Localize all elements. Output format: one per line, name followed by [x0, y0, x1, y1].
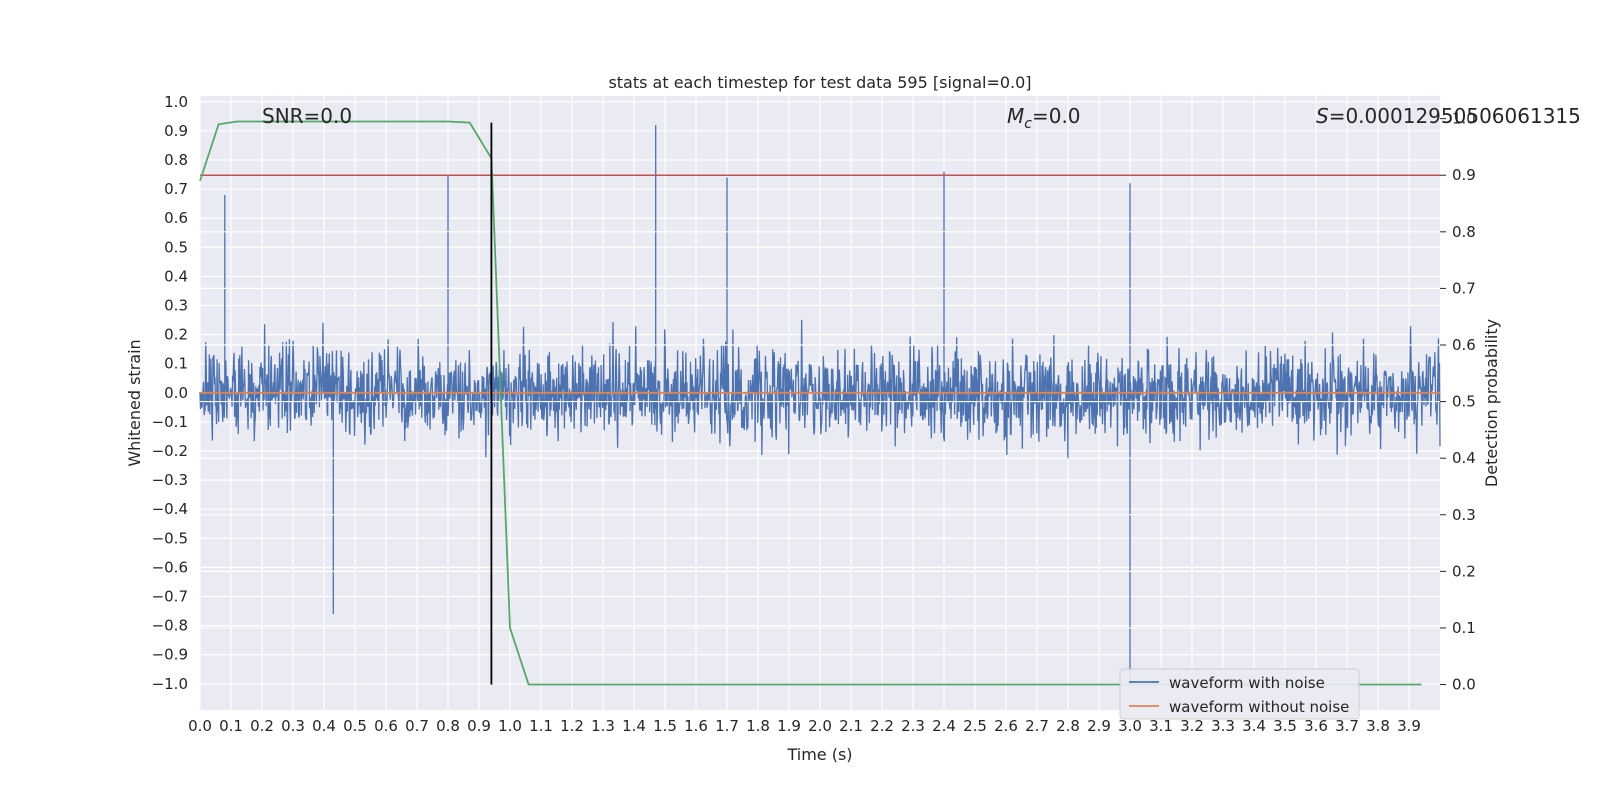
y-tick-label: −0.4: [152, 500, 188, 518]
chart-title: stats at each timestep for test data 595…: [608, 73, 1031, 92]
y2-tick-label: 0.0: [1452, 676, 1476, 694]
detection-probability-series: [199, 120, 1422, 686]
y2-tick-label: 0.7: [1452, 279, 1476, 297]
x-tick-label: 2.6: [994, 717, 1018, 735]
x-tick-label: 2.9: [1087, 717, 1111, 735]
y-tick-label: 0.4: [164, 267, 188, 285]
y-tick-label: 0.1: [164, 355, 188, 373]
x-tick-label: 0.5: [343, 717, 367, 735]
legend: waveform with noise waveform without noi…: [1119, 668, 1360, 720]
x-tick-label: 0.8: [436, 717, 460, 735]
y-tick-label: 0.7: [164, 180, 188, 198]
y-tick-label: 0.0: [164, 384, 188, 402]
y-tick-label: −1.0: [152, 675, 188, 693]
x-tick-label: 2.3: [901, 717, 925, 735]
x-tick-label: 3.0: [1118, 717, 1142, 735]
x-tick-label: 1.5: [653, 717, 677, 735]
legend-box: [1119, 668, 1360, 720]
x-tick-label: 1.9: [777, 717, 801, 735]
y2-tick-label: 0.8: [1452, 223, 1476, 241]
x-tick-label: 0.7: [405, 717, 429, 735]
y-tick-label: 0.8: [164, 151, 188, 169]
y-tick-labels: 1.0 0.9 0.8 0.7 0.6 0.5 0.4 0.3 0.2 0.1 0.0 −0.1 −0.…: [152, 93, 188, 693]
x-tick-label: 1.7: [715, 717, 739, 735]
mc-subscript: c: [1024, 116, 1032, 132]
y-tick-label: −0.9: [152, 646, 188, 664]
x-tick-label: 1.1: [529, 717, 553, 735]
x-tick-labels: 0.0 0.1 0.2 0.3 0.4 0.5 0.6 0.7 0.8 0.9 1.0 1.1 1.2 1…: [188, 717, 1421, 735]
x-tick-label: 0.6: [374, 717, 398, 735]
x-tick-label: 2.0: [808, 717, 832, 735]
x-tick-label: 0.1: [219, 717, 243, 735]
x-tick-label: 2.2: [870, 717, 894, 735]
y-tick-label: 0.9: [164, 122, 188, 140]
x-tick-label: 1.3: [591, 717, 615, 735]
x-tick-label: 2.5: [963, 717, 987, 735]
y-tick-label: 0.2: [164, 326, 188, 344]
s-annotation: S=0.00012950506061315: [1316, 104, 1581, 128]
y-tick-label: −0.8: [152, 617, 188, 635]
y2-tick-label: 0.5: [1452, 393, 1476, 411]
y-tick-label: 0.6: [164, 209, 188, 227]
y2-tick-label: 0.2: [1452, 562, 1476, 580]
mc-value: =0.0: [1032, 104, 1081, 128]
y-tick-label: −0.1: [152, 413, 188, 431]
x-tick-label: 1.0: [498, 717, 522, 735]
y2-tick-label: 0.1: [1452, 619, 1476, 637]
x-tick-label: 2.4: [932, 717, 956, 735]
legend-label-noise: waveform with noise: [1169, 674, 1325, 692]
x-tick-label: 0.2: [250, 717, 274, 735]
y2-tick-labels: 1.0 0.9 0.8 0.7 0.6 0.5 0.4 0.3 0.2 0.1 0.0: [1440, 110, 1476, 694]
y2-tick-label: 1.0: [1452, 110, 1476, 128]
legend-label-clean: waveform without noise: [1169, 698, 1349, 716]
x-tick-label: 3.1: [1149, 717, 1173, 735]
mc-annotation: Mc=0.0: [1007, 104, 1081, 132]
y2-tick-label: 0.4: [1452, 449, 1476, 467]
y-tick-label: 0.3: [164, 297, 188, 315]
snr-annotation: SNR=0.0: [262, 104, 352, 128]
mc-symbol: M: [1007, 104, 1024, 128]
x-tick-label: 3.9: [1397, 717, 1421, 735]
y-tick-label: −0.6: [152, 558, 188, 576]
x-tick-label: 0.9: [467, 717, 491, 735]
y-tick-label: −0.3: [152, 471, 188, 489]
x-tick-label: 3.6: [1304, 717, 1328, 735]
x-tick-label: 3.7: [1335, 717, 1359, 735]
x-tick-label: 2.1: [839, 717, 863, 735]
x-tick-label: 1.4: [622, 717, 646, 735]
y-tick-label: 0.5: [164, 238, 188, 256]
x-tick-label: 1.2: [560, 717, 584, 735]
x-tick-label: 3.5: [1273, 717, 1297, 735]
x-tick-label: 2.7: [1025, 717, 1049, 735]
y-tick-label: 1.0: [164, 93, 188, 111]
x-axis-label: Time (s): [786, 745, 852, 764]
x-tick-label: 1.6: [684, 717, 708, 735]
x-tick-label: 1.8: [746, 717, 770, 735]
y-axis-label: Whitened strain: [125, 339, 144, 466]
y2-axis-label: Detection probability: [1482, 319, 1501, 487]
x-tick-label: 3.2: [1180, 717, 1204, 735]
y-tick-label: −0.5: [152, 529, 188, 547]
y2-tick-label: 0.6: [1452, 336, 1476, 354]
y-tick-label: −0.2: [152, 442, 188, 460]
y-tick-label: −0.7: [152, 588, 188, 606]
x-tick-label: 3.4: [1242, 717, 1266, 735]
x-tick-label: 0.0: [188, 717, 212, 735]
s-value: =0.00012950506061315: [1329, 104, 1581, 128]
x-tick-label: 3.8: [1366, 717, 1390, 735]
x-tick-label: 2.8: [1056, 717, 1080, 735]
s-symbol: S: [1316, 104, 1329, 128]
x-tick-label: 0.4: [312, 717, 336, 735]
x-tick-label: 3.3: [1211, 717, 1235, 735]
y2-tick-label: 0.3: [1452, 506, 1476, 524]
detection-probability-line: [199, 120, 1422, 686]
y2-tick-label: 0.9: [1452, 166, 1476, 184]
x-tick-label: 0.3: [281, 717, 305, 735]
